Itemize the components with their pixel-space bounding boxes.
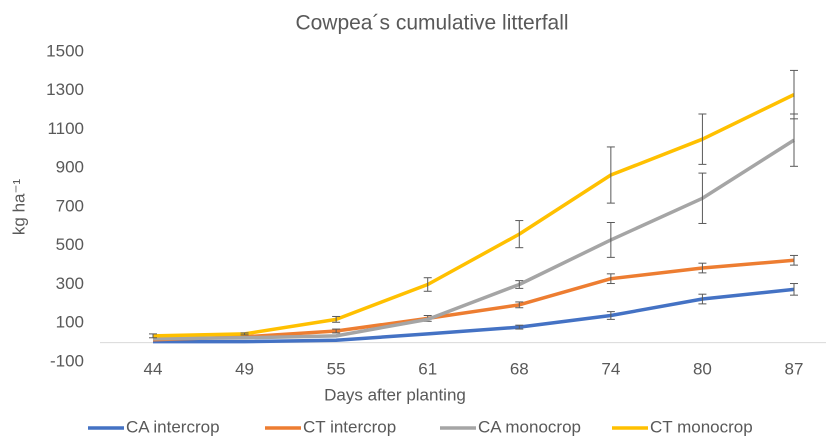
- legend-label: CA intercrop: [126, 417, 220, 436]
- error-bar: [515, 324, 524, 330]
- x-tick-label: 61: [418, 359, 437, 378]
- error-bar: [515, 220, 524, 249]
- x-tick-label: 87: [785, 359, 804, 378]
- error-bar: [789, 283, 798, 296]
- legend-label: CT intercrop: [303, 417, 396, 436]
- error-bar: [606, 311, 615, 320]
- error-bar: [698, 262, 707, 274]
- y-tick-label: 1100: [47, 119, 84, 138]
- y-tick-label: 500: [56, 235, 84, 254]
- error-bar: [515, 301, 524, 309]
- error-bar: [332, 315, 341, 323]
- error-bar: [423, 277, 432, 292]
- error-bar: [606, 222, 615, 258]
- x-axis-label: Days after planting: [324, 385, 466, 404]
- x-tick-label: 49: [235, 359, 254, 378]
- legend-label: CT monocrop: [650, 417, 753, 436]
- series-line: [152, 93, 795, 338]
- y-tick-label: 900: [56, 158, 84, 177]
- y-tick-label: 100: [56, 313, 84, 332]
- error-bar: [698, 293, 707, 305]
- x-tick-label: 80: [693, 359, 712, 378]
- error-bar: [149, 333, 157, 339]
- error-bar: [698, 113, 707, 165]
- y-tick-label: 700: [56, 196, 84, 215]
- error-bar: [789, 254, 798, 266]
- y-tick-label: 1500: [46, 41, 84, 60]
- chart-title: Cowpea´s cumulative litterfall: [295, 12, 568, 35]
- error-bar: [606, 273, 615, 285]
- legend-label: CA monocrop: [478, 417, 581, 436]
- series-line: [152, 138, 795, 341]
- x-tick-label: 74: [601, 359, 620, 378]
- x-tick-label: 55: [327, 359, 346, 378]
- x-tick-label: 68: [510, 359, 529, 378]
- y-tick-label: -100: [50, 351, 84, 370]
- y-axis-label: kg ha⁻¹: [9, 179, 28, 236]
- error-bar: [332, 328, 341, 334]
- y-tick-label: 1300: [46, 80, 84, 99]
- error-bar: [240, 332, 249, 336]
- x-tick-label: 44: [144, 359, 163, 378]
- error-bar: [515, 280, 524, 289]
- series-line: [153, 287, 795, 344]
- error-bar: [698, 172, 707, 224]
- error-bar: [606, 146, 615, 204]
- error-bar: [789, 69, 798, 120]
- y-tick-label: 300: [56, 274, 84, 293]
